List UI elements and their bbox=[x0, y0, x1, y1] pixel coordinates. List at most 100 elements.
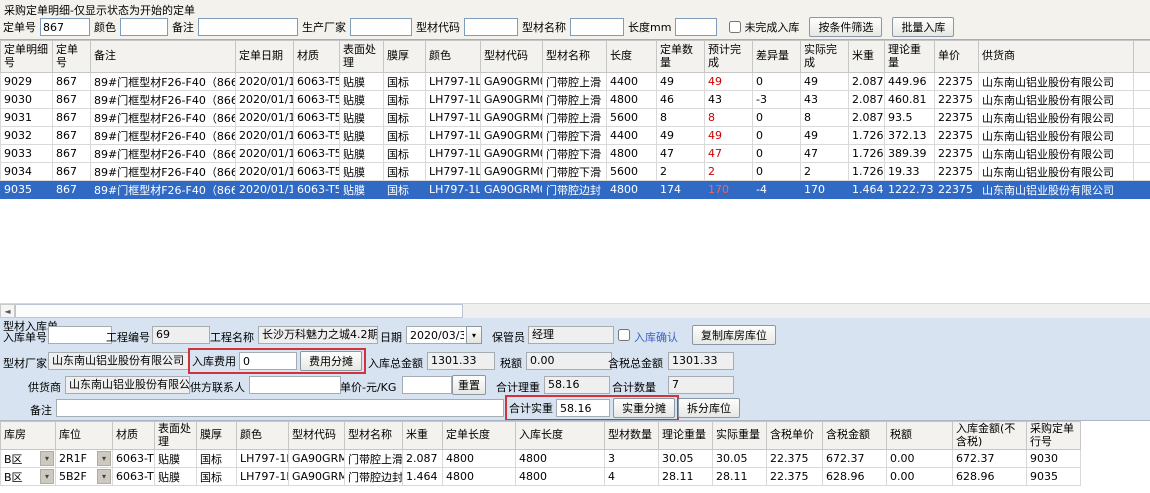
table-cell[interactable]: 1222.73 bbox=[885, 181, 935, 199]
table-cell[interactable]: 8 bbox=[801, 109, 849, 127]
table-cell[interactable]: 4400 bbox=[607, 127, 657, 145]
table-cell[interactable]: 9035 bbox=[1, 181, 53, 199]
column-header[interactable]: 理论重量 bbox=[885, 41, 935, 73]
table-cell[interactable]: 43 bbox=[801, 91, 849, 109]
table-cell[interactable]: 贴膜 bbox=[155, 468, 197, 486]
table-cell[interactable]: 47 bbox=[801, 145, 849, 163]
profile-name-input[interactable] bbox=[570, 18, 624, 36]
calendar-dropdown-icon[interactable]: ▾ bbox=[466, 326, 482, 344]
table-cell[interactable]: 贴膜 bbox=[155, 450, 197, 468]
table-cell[interactable]: 43 bbox=[705, 91, 753, 109]
table-cell[interactable] bbox=[1134, 127, 1150, 145]
table-cell[interactable]: 贴膜 bbox=[340, 91, 384, 109]
table-cell[interactable]: 30.05 bbox=[659, 450, 713, 468]
table-cell[interactable]: 9033 bbox=[1, 145, 53, 163]
scroll-left-icon[interactable]: ◄ bbox=[0, 304, 15, 318]
table-cell[interactable]: 门带腔上滑 bbox=[543, 91, 607, 109]
column-header[interactable]: 米重 bbox=[849, 41, 885, 73]
table-cell[interactable]: 867 bbox=[53, 163, 91, 181]
contact-input[interactable] bbox=[249, 376, 341, 394]
table-cell[interactable]: 4 bbox=[605, 468, 659, 486]
column-header[interactable]: 表面处理 bbox=[155, 422, 197, 450]
table-cell[interactable]: 867 bbox=[53, 127, 91, 145]
fee-share-button[interactable]: 费用分摊 bbox=[300, 351, 362, 371]
table-cell[interactable]: 8 bbox=[705, 109, 753, 127]
table-cell[interactable]: 449.96 bbox=[885, 73, 935, 91]
column-header[interactable]: 实际重量 bbox=[713, 422, 767, 450]
table-cell[interactable]: 5B2F▾ bbox=[56, 468, 113, 486]
table-cell[interactable]: 门带腔下滑 bbox=[543, 163, 607, 181]
table-cell[interactable]: LH797-1LL0 bbox=[426, 163, 481, 181]
table-cell[interactable]: 门带腔边封 bbox=[345, 468, 403, 486]
table-cell[interactable]: 2 bbox=[801, 163, 849, 181]
column-header[interactable]: 定单号 bbox=[53, 41, 91, 73]
table-cell[interactable]: 170 bbox=[801, 181, 849, 199]
table-cell[interactable]: 山东南山铝业股份有限公司 bbox=[979, 91, 1134, 109]
table-cell[interactable]: 4800 bbox=[443, 468, 516, 486]
table-cell[interactable]: 2.087 bbox=[849, 91, 885, 109]
table-cell[interactable]: 372.13 bbox=[885, 127, 935, 145]
table-cell[interactable] bbox=[1134, 181, 1150, 199]
chevron-down-icon[interactable]: ▾ bbox=[40, 469, 54, 484]
table-cell[interactable]: 国标 bbox=[384, 181, 426, 199]
table-cell[interactable]: 8 bbox=[657, 109, 705, 127]
table-cell[interactable]: 9030 bbox=[1, 91, 53, 109]
table-cell[interactable]: 2.087 bbox=[849, 109, 885, 127]
column-header[interactable]: 单价 bbox=[935, 41, 979, 73]
table-cell[interactable]: 6063-T5 bbox=[294, 127, 340, 145]
column-header[interactable]: 税额 bbox=[887, 422, 953, 450]
table-cell[interactable] bbox=[1134, 109, 1150, 127]
table-cell[interactable]: 170 bbox=[705, 181, 753, 199]
table-cell[interactable]: 1.726 bbox=[849, 145, 885, 163]
column-header[interactable]: 型材数量 bbox=[605, 422, 659, 450]
reset-button[interactable]: 重置 bbox=[452, 375, 486, 395]
table-row[interactable]: 902986789#门框型材F26-F40（866+867）2020/01/13… bbox=[1, 73, 1150, 91]
horizontal-scrollbar[interactable]: ◄ bbox=[0, 303, 1150, 318]
table-cell[interactable]: 2 bbox=[657, 163, 705, 181]
column-header[interactable]: 型材代码 bbox=[289, 422, 345, 450]
table-cell[interactable]: 9030 bbox=[1027, 450, 1081, 468]
column-header[interactable]: 长度 bbox=[607, 41, 657, 73]
column-header[interactable]: 膜厚 bbox=[384, 41, 426, 73]
table-cell[interactable]: 867 bbox=[53, 91, 91, 109]
batch-inbound-button[interactable]: 批量入库 bbox=[892, 17, 954, 37]
table-cell[interactable]: 22375 bbox=[935, 91, 979, 109]
table-cell[interactable]: 22375 bbox=[935, 127, 979, 145]
table-cell[interactable]: 贴膜 bbox=[340, 181, 384, 199]
table-cell[interactable]: 174 bbox=[657, 181, 705, 199]
table-cell[interactable]: 贴膜 bbox=[340, 145, 384, 163]
table-cell[interactable]: 5600 bbox=[607, 109, 657, 127]
table-cell[interactable]: 628.96 bbox=[823, 468, 887, 486]
table-cell[interactable]: 4800 bbox=[607, 181, 657, 199]
inbound-no-input[interactable] bbox=[48, 326, 112, 344]
table-cell[interactable]: LH797-1LL0 bbox=[426, 145, 481, 163]
table-cell[interactable]: 门带腔上滑 bbox=[543, 109, 607, 127]
table-row[interactable]: B区▾5B2F▾6063-T5贴膜国标LH797-1LL0GA90GRM05门带… bbox=[1, 468, 1081, 486]
date-input[interactable] bbox=[406, 326, 468, 344]
table-cell[interactable]: 山东南山铝业股份有限公司 bbox=[979, 163, 1134, 181]
table-cell[interactable] bbox=[1134, 91, 1150, 109]
split-location-button[interactable]: 拆分库位 bbox=[678, 398, 740, 418]
table-cell[interactable]: LH797-1LL0 bbox=[237, 468, 289, 486]
table-cell[interactable]: 22.375 bbox=[767, 450, 823, 468]
table-row[interactable]: 903286789#门框型材F26-F40（866+867）2020/01/13… bbox=[1, 127, 1150, 145]
column-header[interactable]: 材质 bbox=[294, 41, 340, 73]
column-header[interactable]: 差异量 bbox=[753, 41, 801, 73]
table-cell[interactable]: 89#门框型材F26-F40（866+867） bbox=[91, 145, 236, 163]
column-header[interactable]: 米重 bbox=[403, 422, 443, 450]
remark-input-bottom[interactable] bbox=[56, 399, 504, 417]
table-cell[interactable]: 22375 bbox=[935, 181, 979, 199]
table-cell[interactable]: 山东南山铝业股份有限公司 bbox=[979, 145, 1134, 163]
table-cell[interactable]: 国标 bbox=[384, 163, 426, 181]
table-cell[interactable]: 国标 bbox=[384, 109, 426, 127]
table-cell[interactable]: 89#门框型材F26-F40（866+867） bbox=[91, 91, 236, 109]
table-cell[interactable]: 2020/01/13 bbox=[236, 91, 294, 109]
table-cell[interactable]: 867 bbox=[53, 145, 91, 163]
table-cell[interactable]: 6063-T5 bbox=[113, 468, 155, 486]
table-row[interactable]: 903186789#门框型材F26-F40（866+867）2020/01/13… bbox=[1, 109, 1150, 127]
table-cell[interactable]: 6063-T5 bbox=[294, 181, 340, 199]
table-cell[interactable]: 2.087 bbox=[849, 73, 885, 91]
table-cell[interactable]: 22375 bbox=[935, 109, 979, 127]
table-cell[interactable]: 2020/01/13 bbox=[236, 127, 294, 145]
column-header[interactable] bbox=[1134, 41, 1150, 73]
